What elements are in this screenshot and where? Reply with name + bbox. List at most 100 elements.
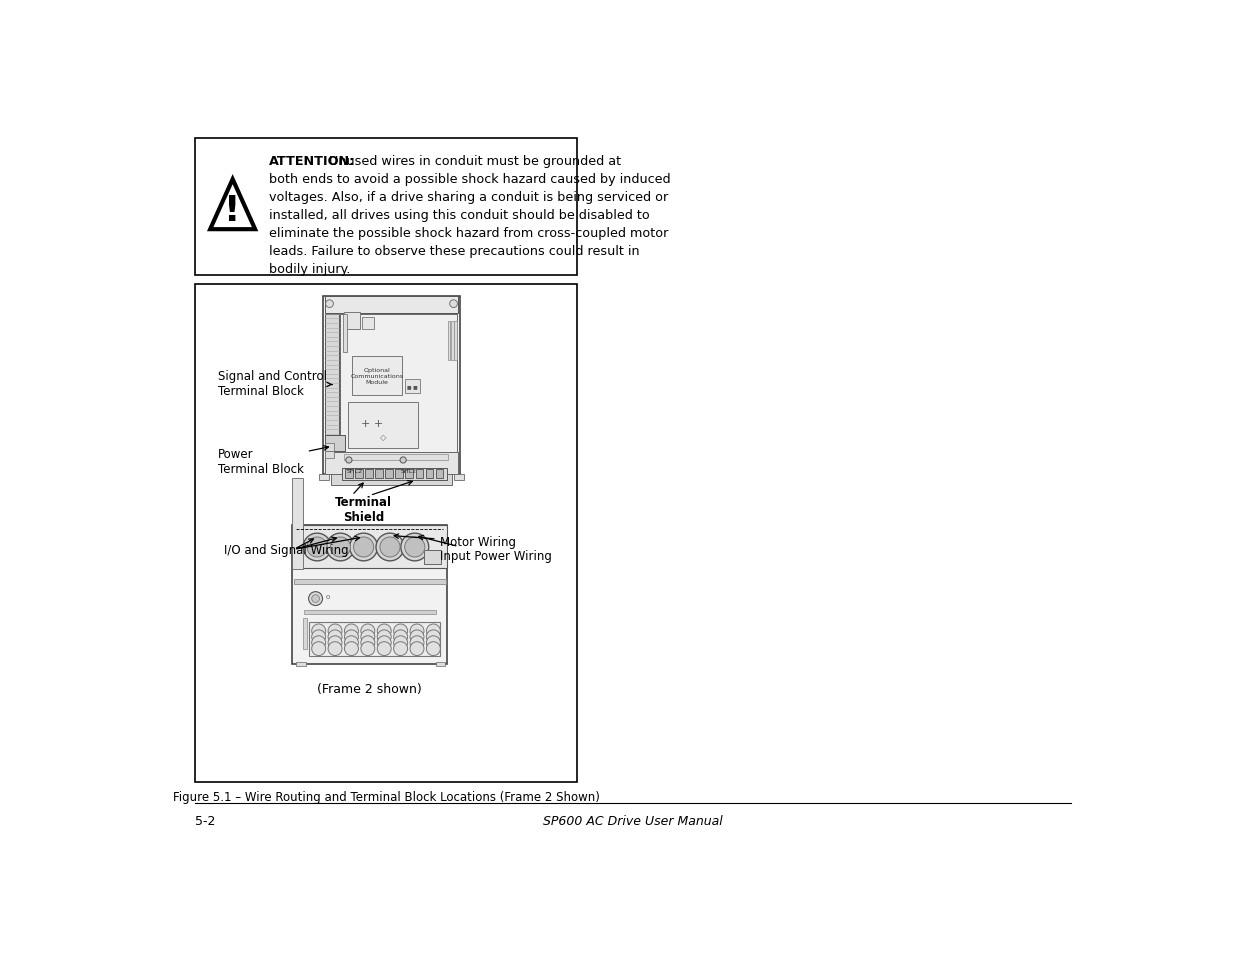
- Bar: [304, 611, 436, 615]
- Circle shape: [346, 457, 352, 463]
- Circle shape: [329, 637, 342, 650]
- Bar: [293, 526, 447, 568]
- Circle shape: [361, 624, 374, 639]
- Bar: [451, 322, 453, 360]
- Circle shape: [311, 624, 326, 639]
- Circle shape: [308, 537, 327, 558]
- Bar: [195, 285, 577, 782]
- Bar: [436, 470, 443, 479]
- Circle shape: [326, 300, 333, 308]
- Bar: [366, 470, 373, 479]
- Circle shape: [329, 624, 342, 639]
- Text: ◇: ◇: [379, 433, 387, 442]
- Bar: [426, 470, 433, 479]
- Bar: [345, 470, 353, 479]
- Bar: [454, 322, 457, 360]
- Circle shape: [361, 642, 374, 656]
- Text: leads. Failure to observe these precautions could result in: leads. Failure to observe these precauti…: [269, 245, 640, 257]
- Text: ■ ■: ■ ■: [408, 384, 417, 389]
- Bar: [341, 314, 457, 471]
- Text: SHL2: SHL2: [401, 468, 417, 474]
- Bar: [448, 322, 451, 360]
- Bar: [331, 475, 452, 486]
- Bar: [342, 468, 447, 480]
- Text: (Frame 2 shown): (Frame 2 shown): [317, 682, 422, 695]
- Circle shape: [326, 534, 354, 561]
- Bar: [395, 470, 403, 479]
- Circle shape: [311, 630, 326, 644]
- Circle shape: [410, 637, 424, 650]
- Circle shape: [329, 642, 342, 656]
- Bar: [325, 452, 335, 459]
- Bar: [348, 403, 417, 449]
- Bar: [310, 622, 440, 657]
- Circle shape: [375, 534, 404, 561]
- Bar: [325, 296, 458, 314]
- Circle shape: [377, 624, 391, 639]
- Circle shape: [400, 457, 406, 463]
- Circle shape: [377, 637, 391, 650]
- Text: Motor Wiring: Motor Wiring: [394, 535, 515, 549]
- Circle shape: [361, 637, 374, 650]
- Circle shape: [345, 630, 358, 644]
- Bar: [375, 470, 383, 479]
- Text: eliminate the possible shock hazard from cross-coupled motor: eliminate the possible shock hazard from…: [269, 227, 668, 239]
- Bar: [325, 443, 335, 452]
- Text: ATTENTION:: ATTENTION:: [269, 154, 356, 168]
- Text: installed, all drives using this conduit should be disabled to: installed, all drives using this conduit…: [269, 209, 650, 222]
- Text: voltages. Also, if a drive sharing a conduit is being serviced or: voltages. Also, if a drive sharing a con…: [269, 191, 668, 204]
- Circle shape: [450, 300, 457, 308]
- Circle shape: [426, 624, 441, 639]
- Circle shape: [377, 642, 391, 656]
- Bar: [424, 551, 441, 564]
- Text: Unused wires in conduit must be grounded at: Unused wires in conduit must be grounded…: [325, 154, 621, 168]
- Bar: [294, 579, 446, 584]
- Bar: [296, 662, 305, 666]
- Bar: [320, 475, 329, 480]
- Text: Input Power Wiring: Input Power Wiring: [419, 536, 552, 562]
- Circle shape: [311, 642, 326, 656]
- Polygon shape: [210, 180, 256, 230]
- Circle shape: [410, 624, 424, 639]
- Text: o: o: [326, 594, 330, 599]
- Bar: [324, 296, 459, 475]
- Circle shape: [311, 637, 326, 650]
- Circle shape: [426, 637, 441, 650]
- Circle shape: [353, 537, 374, 558]
- Bar: [352, 356, 403, 395]
- Bar: [303, 618, 308, 649]
- Circle shape: [345, 637, 358, 650]
- Bar: [415, 470, 424, 479]
- Bar: [356, 470, 363, 479]
- Text: + +: + +: [362, 418, 384, 429]
- Bar: [405, 470, 414, 479]
- Bar: [385, 470, 393, 479]
- Circle shape: [330, 537, 351, 558]
- Circle shape: [426, 642, 441, 656]
- Circle shape: [303, 534, 331, 561]
- Circle shape: [380, 537, 400, 558]
- Circle shape: [329, 630, 342, 644]
- Circle shape: [410, 642, 424, 656]
- Text: !: !: [225, 194, 241, 229]
- Circle shape: [361, 630, 374, 644]
- Text: SP600 AC Drive User Manual: SP600 AC Drive User Manual: [542, 814, 722, 827]
- Bar: [405, 379, 420, 394]
- Text: Figure 5.1 – Wire Routing and Terminal Block Locations (Frame 2 Shown): Figure 5.1 – Wire Routing and Terminal B…: [173, 790, 600, 802]
- Bar: [293, 478, 303, 570]
- Bar: [325, 436, 345, 452]
- Circle shape: [405, 537, 425, 558]
- Circle shape: [350, 534, 378, 561]
- Circle shape: [394, 624, 408, 639]
- Circle shape: [309, 592, 322, 606]
- Text: both ends to avoid a possible shock hazard caused by induced: both ends to avoid a possible shock haza…: [269, 172, 671, 186]
- Circle shape: [401, 534, 429, 561]
- Text: 5-2: 5-2: [195, 814, 215, 827]
- Circle shape: [345, 642, 358, 656]
- Bar: [362, 317, 374, 330]
- Bar: [454, 475, 463, 480]
- Circle shape: [377, 630, 391, 644]
- Bar: [325, 453, 458, 475]
- Text: bodily injury.: bodily injury.: [269, 263, 351, 275]
- Bar: [345, 313, 359, 330]
